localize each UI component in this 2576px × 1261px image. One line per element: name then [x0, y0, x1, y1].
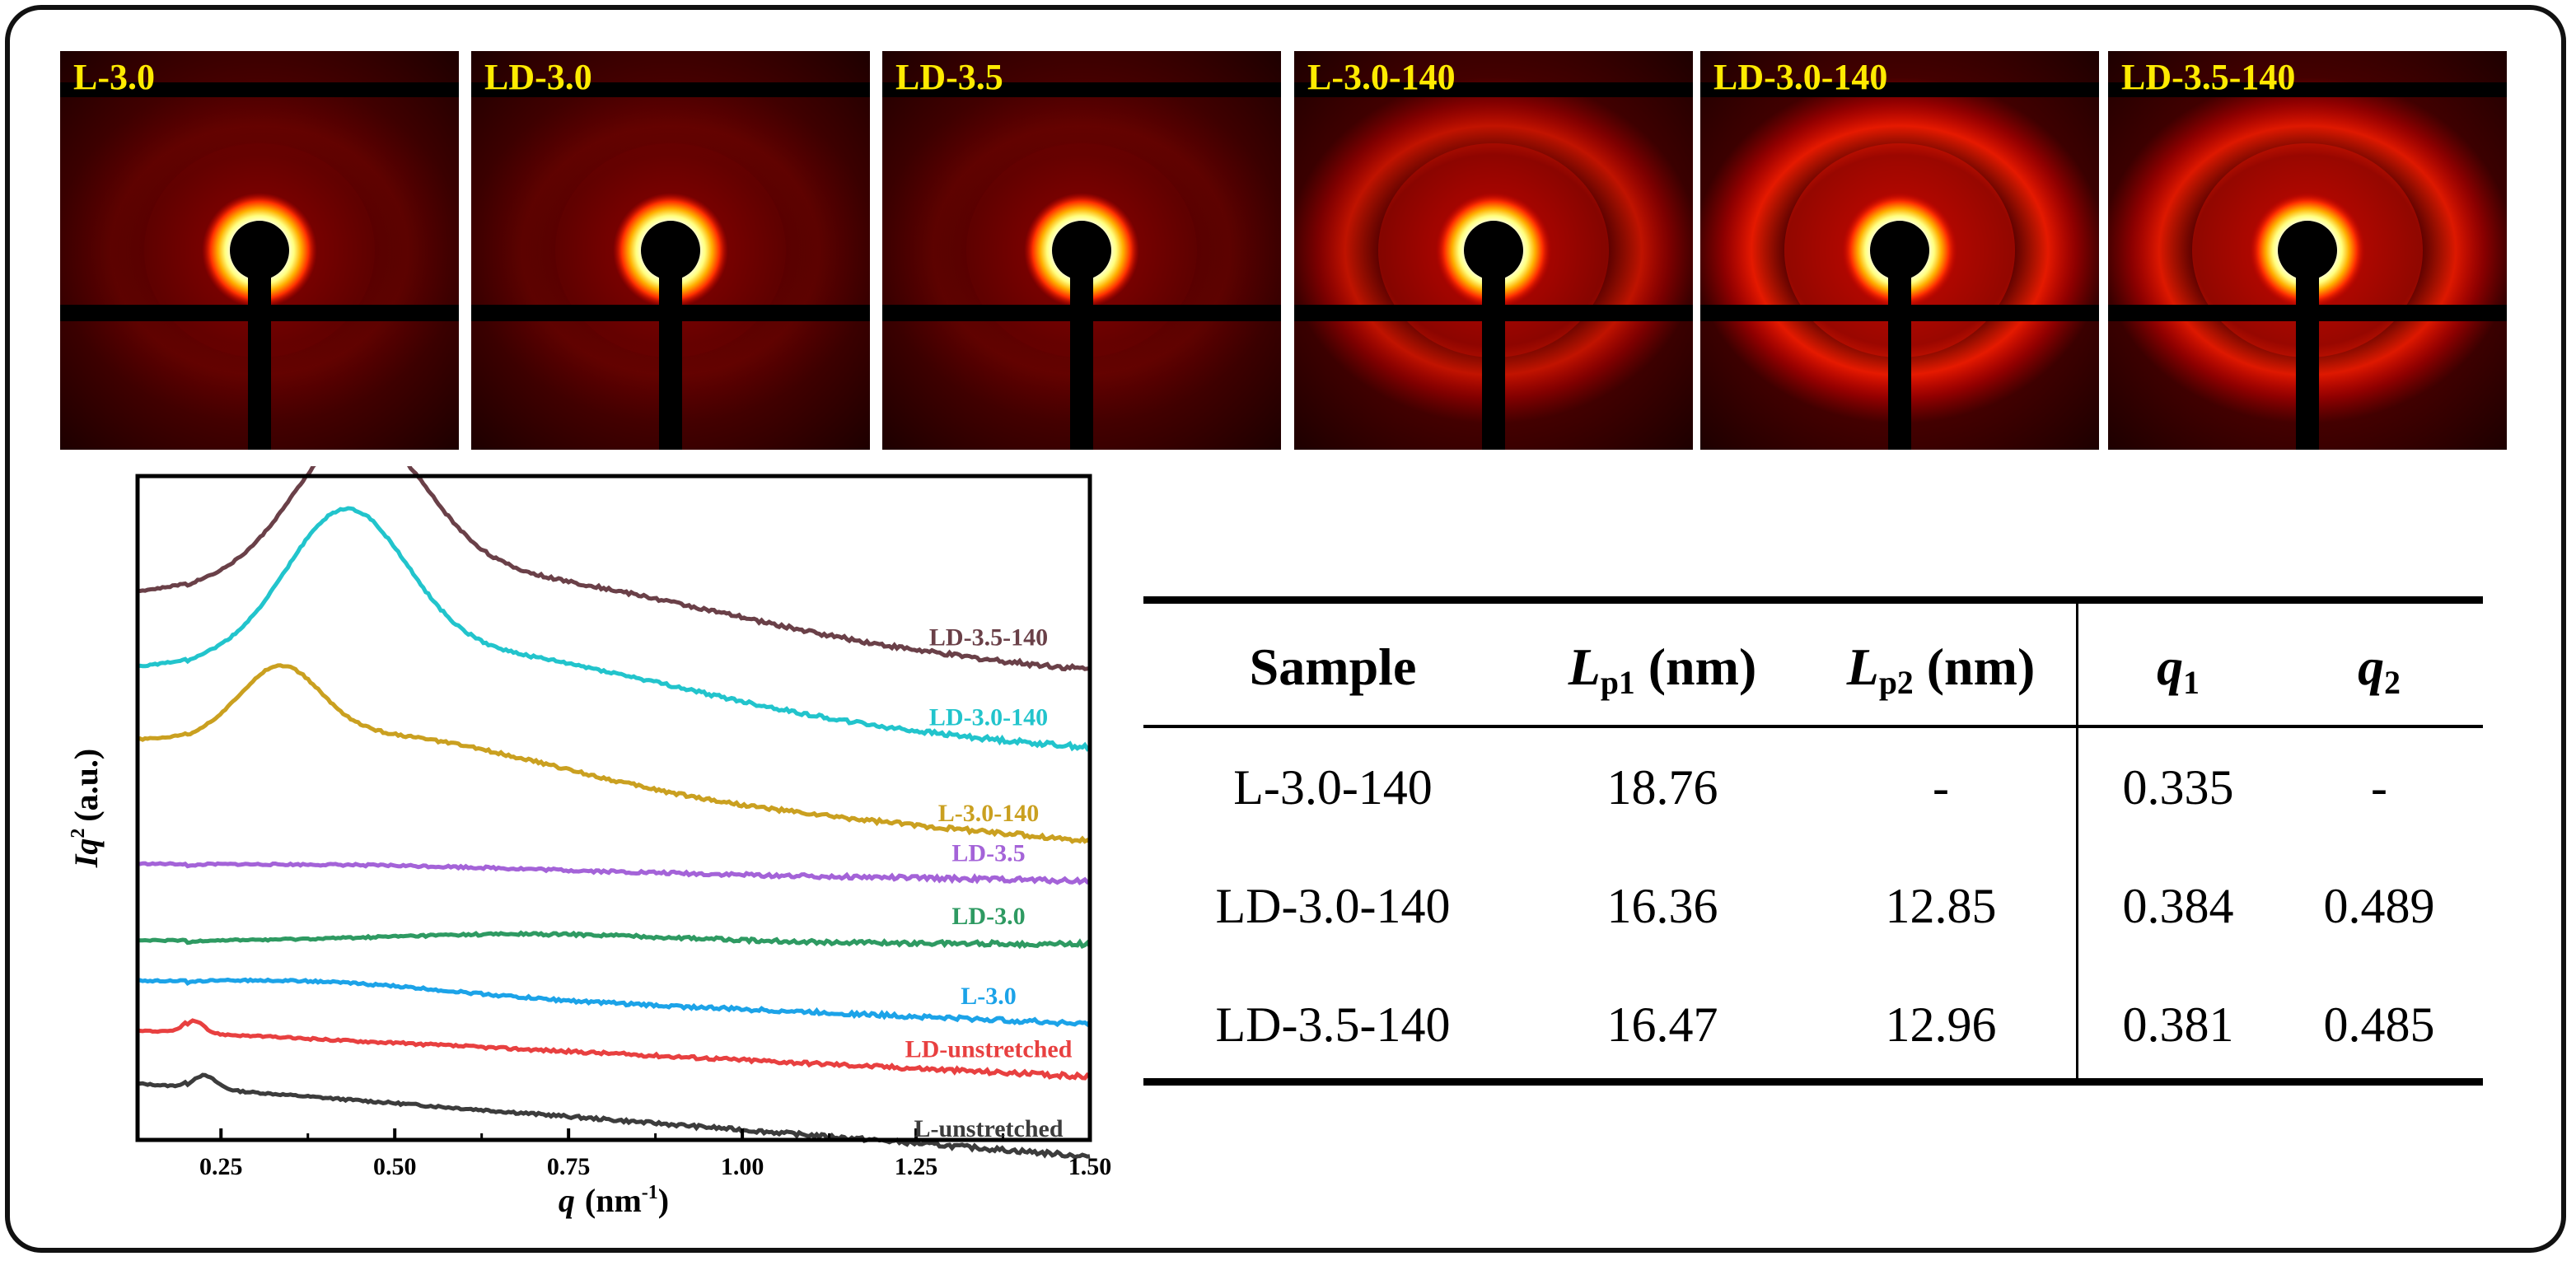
saxs-pattern [1700, 51, 2099, 450]
series-label: LD-unstretched [905, 1035, 1073, 1063]
saxs-panel-label: LD-3.0 [484, 57, 592, 97]
saxs-panel: LD-3.5 [882, 51, 1281, 450]
saxs-panel-label: LD-3.0-140 [1713, 57, 1888, 97]
x-tick-label: 1.00 [721, 1153, 764, 1180]
y-axis-label: Iq2(a.u.) [68, 749, 105, 868]
saxs-panel-label: LD-3.5-140 [2121, 57, 2296, 97]
saxs-pattern [2108, 51, 2507, 450]
cell-sample: LD-3.5-140 [1215, 997, 1451, 1052]
saxs-panel-label: LD-3.5 [895, 57, 1003, 97]
x-tick-label: 0.50 [373, 1153, 417, 1180]
table-top-rule [1143, 596, 2483, 604]
series-line-ld-3.0 [137, 930, 1092, 950]
saxs-pattern [882, 51, 1281, 450]
cell-lp1: 18.76 [1606, 760, 1718, 815]
saxs-panel-label: L-3.0-140 [1307, 57, 1456, 97]
saxs-panel-label: L-3.0 [73, 57, 155, 97]
saxs-panel: LD-3.0-140 [1700, 51, 2099, 450]
cell-sample: L-3.0-140 [1233, 760, 1433, 815]
series-line-l-3.0-140 [137, 663, 1092, 844]
iq2-profile-chart: 0.25 0.50 0.75 1.00 1.25 1.50 L-unstretched LD… [68, 466, 1111, 1219]
header-q2: q2 [2358, 638, 2401, 702]
series-line-ld-3.0-140 [137, 506, 1092, 752]
saxs-pattern [471, 51, 870, 450]
cell-q1: 0.335 [2122, 760, 2234, 815]
cell-q2: - [2371, 760, 2387, 815]
series-line-ld-3.5 [137, 861, 1091, 885]
lamellar-period-table: Sample Lp1 (nm) Lp2 (nm) q1 q2 L-3.0-140… [1143, 596, 2483, 1086]
table-column-divider [2076, 603, 2078, 1082]
cell-lp2: - [1933, 760, 1949, 815]
x-tick-label: 0.75 [547, 1153, 591, 1180]
table-bottom-rule [1143, 1078, 2483, 1086]
series-label: L-3.0 [961, 983, 1017, 1010]
series-label: L-unstretched [914, 1115, 1063, 1142]
cell-q1: 0.381 [2122, 997, 2234, 1052]
x-axis-label: q (nm-1) [559, 1182, 669, 1219]
cell-lp1: 16.36 [1606, 879, 1718, 933]
header-lp1: Lp1 (nm) [1568, 638, 1757, 702]
series-line-l-3.0 [137, 977, 1092, 1028]
saxs-panel: LD-3.5-140 [2108, 51, 2507, 450]
series-line-ld-unstretched [137, 1018, 1091, 1081]
series-label: LD-3.0 [951, 903, 1025, 930]
plot-lines [137, 466, 1092, 1160]
saxs-panel: L-3.0 [60, 51, 459, 450]
saxs-panel: LD-3.0 [471, 51, 870, 450]
cell-lp2: 12.96 [1885, 997, 1997, 1052]
saxs-pattern [1294, 51, 1693, 450]
cell-lp2: 12.85 [1885, 879, 1997, 933]
cell-q1: 0.384 [2122, 879, 2234, 933]
series-label: LD-3.0-140 [929, 704, 1048, 731]
x-tick-label: 0.25 [199, 1153, 243, 1180]
table-header-rule [1143, 725, 2483, 728]
series-line-l-unstretched [137, 1072, 1091, 1160]
x-tick-label: 1.25 [895, 1153, 938, 1180]
header-lp2: Lp2 (nm) [1846, 638, 2036, 702]
header-q1: q1 [2157, 638, 2200, 702]
saxs-panel: L-3.0-140 [1294, 51, 1693, 450]
cell-lp1: 16.47 [1606, 997, 1718, 1052]
series-label: L-3.0-140 [938, 800, 1040, 827]
x-axis-ticks: 0.25 0.50 0.75 1.00 1.25 1.50 [199, 1128, 1111, 1180]
cell-q2: 0.485 [2323, 997, 2435, 1052]
saxs-pattern-row: L-3.0 LD-3.0 LD-3.5 L-3.0-140 LD-3.0-140… [60, 51, 2507, 450]
saxs-pattern [60, 51, 459, 450]
plot-frame [135, 474, 1092, 1142]
series-line-ld-3.5-140 [137, 466, 1091, 672]
x-tick-label: 1.50 [1068, 1153, 1112, 1180]
cell-q2: 0.489 [2323, 879, 2435, 933]
series-labels: L-unstretched LD-unstretched L-3.0 LD-3.0 LD… [905, 623, 1073, 1142]
header-sample: Sample [1249, 638, 1417, 696]
series-label: LD-3.5-140 [929, 623, 1048, 651]
cell-sample: LD-3.0-140 [1215, 879, 1451, 933]
series-label: LD-3.5 [951, 840, 1025, 867]
